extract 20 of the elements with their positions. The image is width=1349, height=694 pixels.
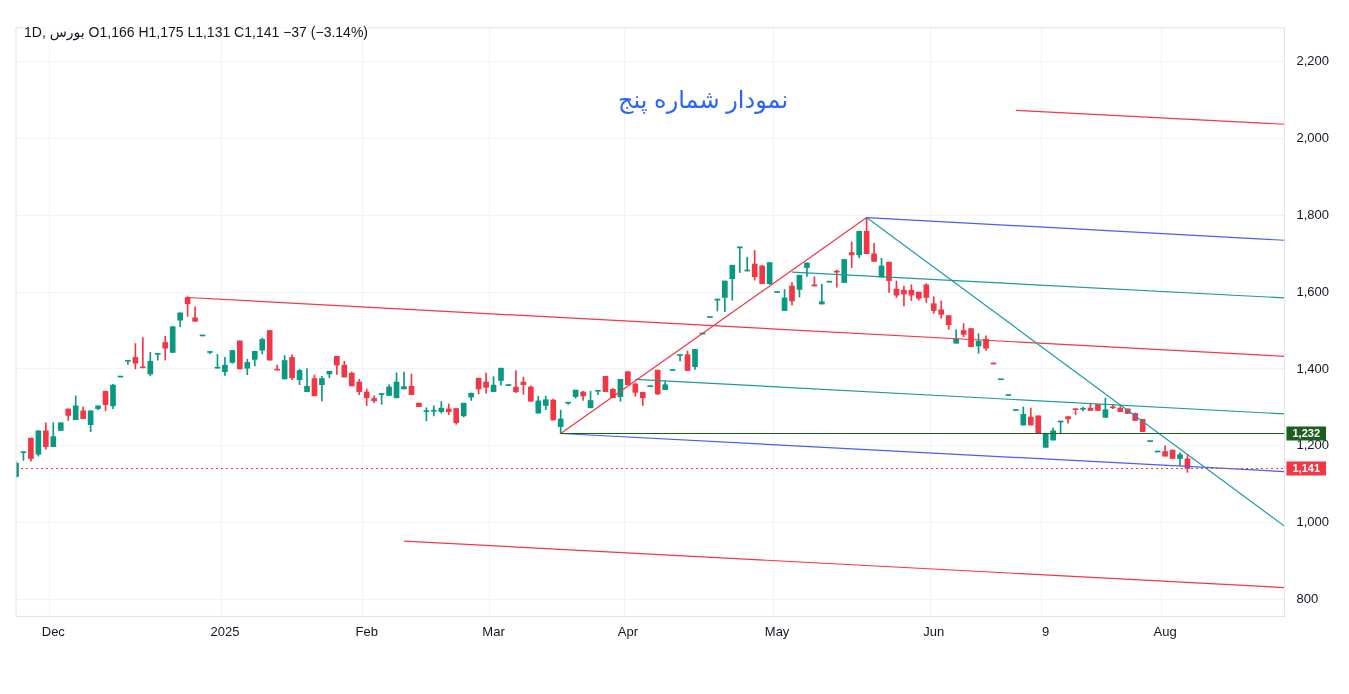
ref-line-label: 1,141 [1292,462,1320,475]
chart-subtitle: 1D, بورس O1,166 H1,175 L1,131 C1,141 −37 (−3.14%) [24,24,368,40]
x-tick-label: 9 [1042,623,1050,639]
y-tick-label: 1,000 [1296,514,1330,530]
y-tick-label: 1,600 [1296,283,1330,299]
series-label: 1,232 [1292,427,1320,440]
x-tick-label: Dec [41,623,66,639]
y-tick-label: 2,000 [1296,130,1330,146]
text: نمودار شماره پنج [618,86,789,114]
y-tick-label: 800 [1296,591,1319,607]
x-tick-label: Aug [1153,623,1177,639]
x-tick-label: Feb [355,623,378,639]
y-tick-label: 1,400 [1296,360,1330,376]
x-tick-label: May [764,623,790,639]
x-tick-label: Apr [617,623,639,639]
y-tick-label: 2,200 [1296,53,1330,69]
x-tick-label: Jun [923,623,945,639]
y-tick-label: 1,800 [1296,206,1330,222]
x-tick-label: 2025 [210,623,240,639]
x-tick-label: Mar [482,623,506,639]
